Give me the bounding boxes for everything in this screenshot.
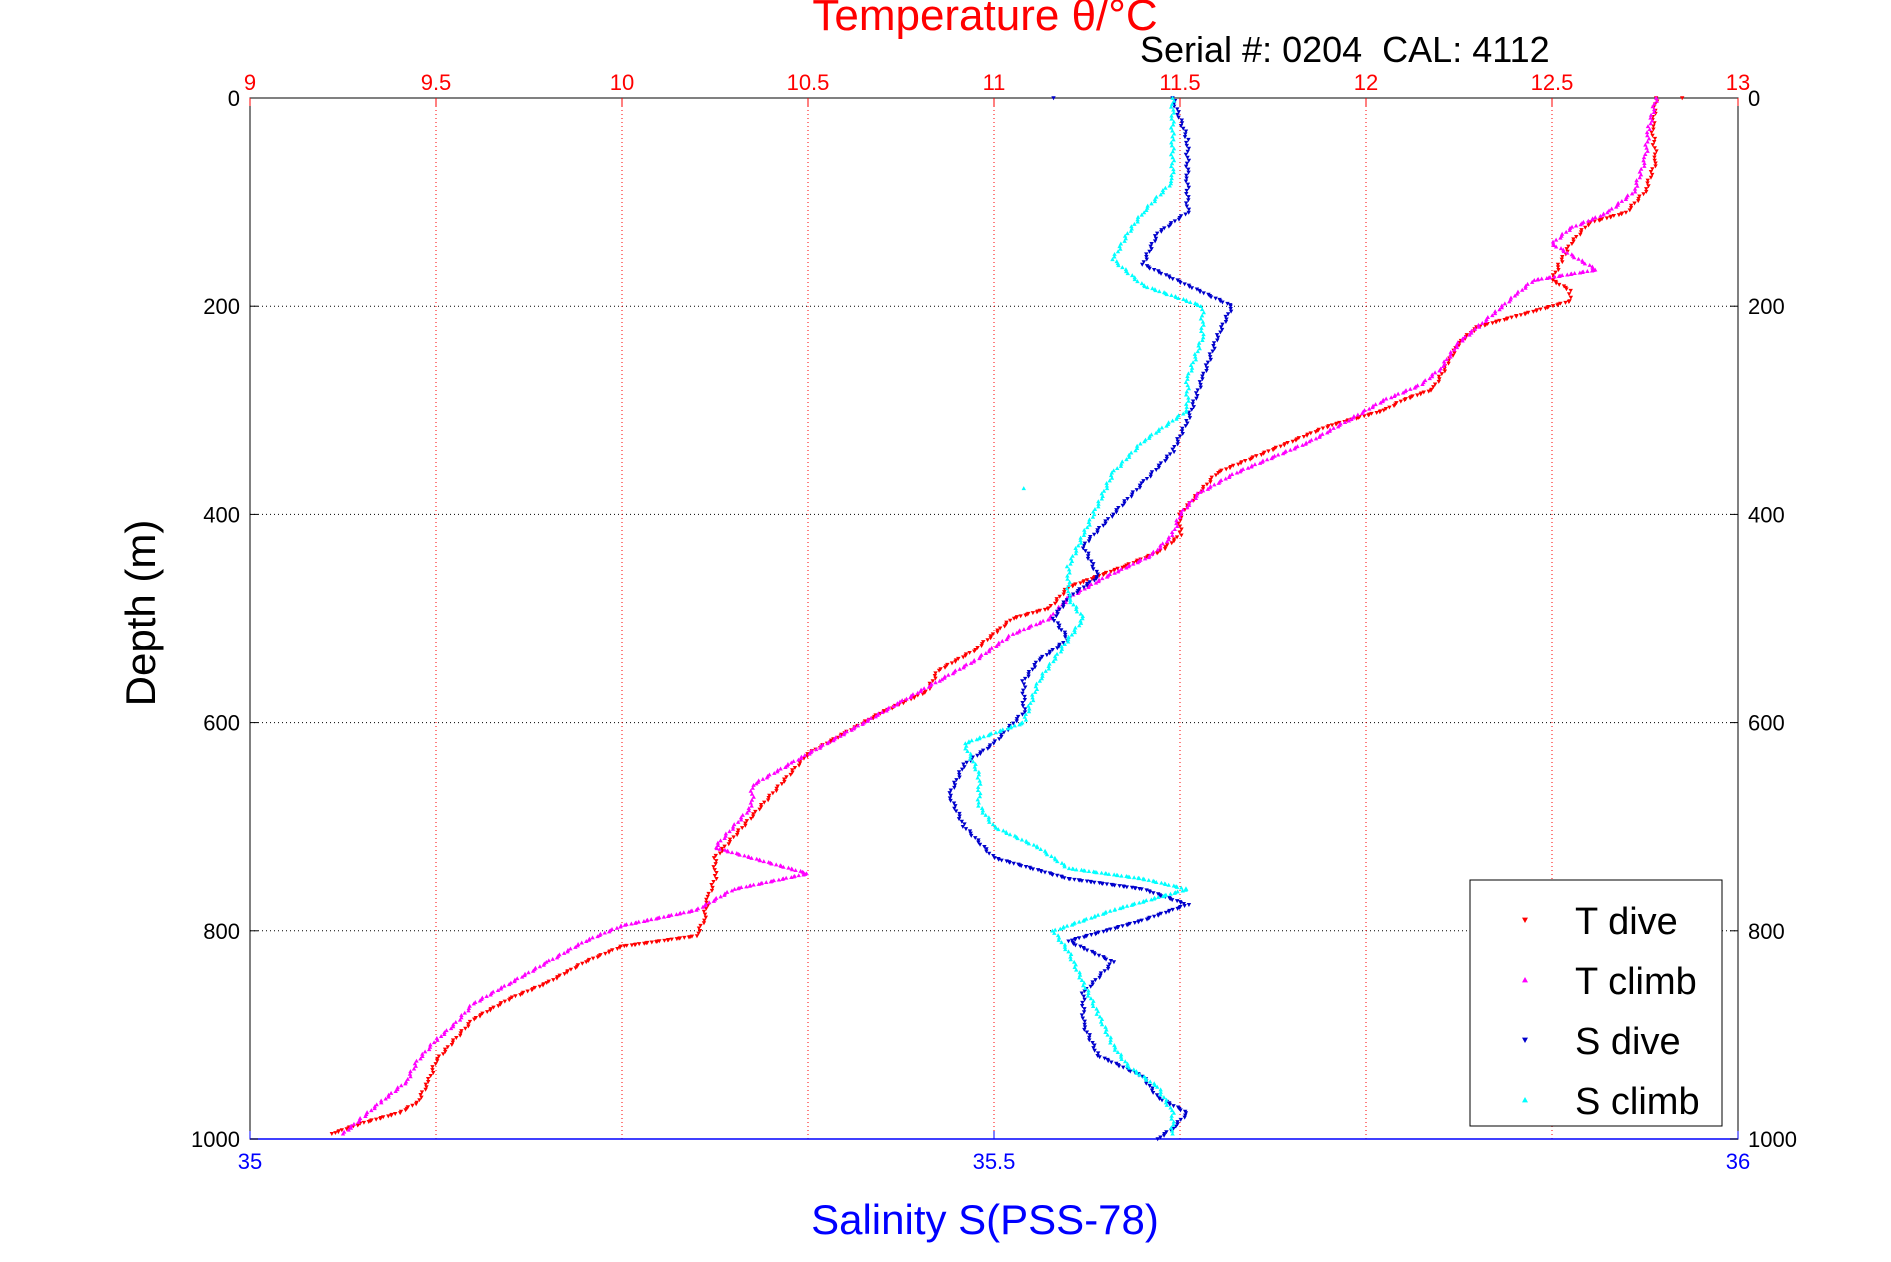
legend-label: T climb bbox=[1575, 961, 1697, 1003]
legend-marker bbox=[1522, 977, 1528, 983]
grid-lines bbox=[250, 98, 1738, 1139]
legend-marker bbox=[1522, 1097, 1528, 1103]
temperature-tick-label: 9.5 bbox=[421, 70, 452, 95]
legend-marker bbox=[1522, 1037, 1528, 1043]
temperature-tick-label: 11 bbox=[983, 70, 1006, 95]
depth-tick-label-left: 600 bbox=[203, 711, 240, 736]
data-series bbox=[329, 95, 1685, 1142]
series-t-dive bbox=[329, 96, 1660, 1136]
depth-tick-label-right: 800 bbox=[1748, 919, 1785, 944]
axis-ticks: 0 0 200 200 400 400 600 600 800 800 1000 1000 9 9.5 10… bbox=[191, 70, 1797, 1174]
legend-marker bbox=[1522, 917, 1528, 923]
legend: T dive T climb S dive S climb bbox=[1469, 879, 1723, 1127]
depth-tick-label-right: 400 bbox=[1748, 502, 1785, 527]
depth-tick-label-right: 0 bbox=[1748, 86, 1760, 111]
chart-subtitle: Serial #: 0204 CAL: 4112 bbox=[1140, 29, 1550, 70]
temperature-tick-label: 9 bbox=[244, 70, 256, 95]
depth-tick-label-left: 1000 bbox=[191, 1127, 240, 1152]
legend-label: S dive bbox=[1575, 1021, 1681, 1063]
temperature-tick-label: 13 bbox=[1726, 70, 1750, 95]
depth-tick-label-right: 1000 bbox=[1748, 1127, 1797, 1152]
legend-label: S climb bbox=[1575, 1081, 1700, 1123]
temperature-tick-label: 12 bbox=[1354, 70, 1378, 95]
chart-title: Temperature θ/°C bbox=[812, 0, 1157, 40]
salinity-tick-label: 35 bbox=[238, 1149, 262, 1174]
salinity-tick-label: 36 bbox=[1726, 1149, 1750, 1174]
temperature-tick-label: 11.5 bbox=[1159, 70, 1200, 95]
depth-tick-label-right: 200 bbox=[1748, 294, 1785, 319]
x-axis-label: Salinity S(PSS-78) bbox=[811, 1196, 1159, 1243]
depth-tick-label-left: 200 bbox=[203, 294, 240, 319]
outlier-point bbox=[1021, 486, 1026, 491]
depth-tick-label-left: 800 bbox=[203, 919, 240, 944]
outlier-point bbox=[1051, 96, 1056, 101]
temperature-tick-label: 10.5 bbox=[787, 70, 830, 95]
legend-label: T dive bbox=[1575, 901, 1678, 943]
depth-tick-label-left: 400 bbox=[203, 502, 240, 527]
series-markers bbox=[329, 96, 1660, 1136]
temperature-tick-label: 10 bbox=[610, 70, 634, 95]
depth-tick-label-left: 0 bbox=[228, 86, 240, 111]
outlier-point bbox=[1680, 96, 1685, 101]
salinity-tick-label: 35.5 bbox=[973, 1149, 1016, 1174]
y-axis-label: Depth (m) bbox=[117, 520, 164, 707]
temperature-tick-label: 12.5 bbox=[1531, 70, 1574, 95]
depth-tick-label-right: 600 bbox=[1748, 711, 1785, 736]
legend-box bbox=[1469, 879, 1723, 1127]
